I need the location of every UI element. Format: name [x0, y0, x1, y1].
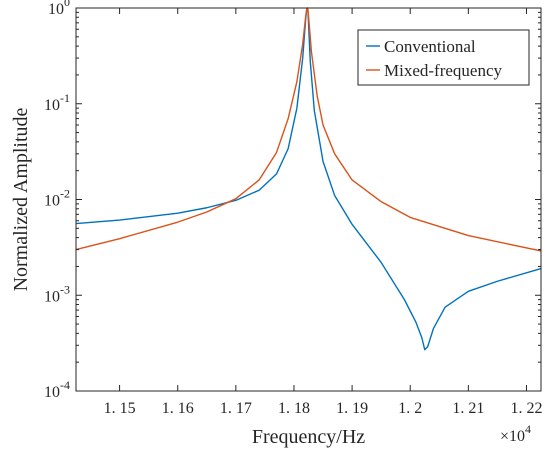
- legend-box: [357, 29, 530, 86]
- legend-label-conventional: Conventional: [384, 37, 476, 56]
- x-tick-label: 1. 17: [220, 400, 252, 417]
- x-tick-label: 1. 16: [162, 400, 194, 417]
- y-axis-title: Normalized Amplitude: [10, 107, 32, 291]
- y-tick-label: 10-1: [44, 91, 70, 114]
- x-tick-label: 1. 2: [398, 400, 422, 417]
- x-axis-ticks: 1. 15 1. 16 1. 17 1. 18 1. 19 1. 2 1. 21 1. 22: [104, 8, 542, 417]
- x-tick-label: 1. 19: [336, 400, 368, 417]
- x-axis-title: Frequency/Hz: [252, 426, 365, 448]
- y-axis-ticks: 10-4 10-3 10-2 10-1 100: [44, 0, 541, 401]
- series-line-conventional: [75, 7, 542, 351]
- x-axis-multiplier: ×104: [500, 422, 531, 445]
- x-multiplier-exponent: 4: [525, 422, 531, 436]
- y-tick-label: 10-4: [44, 378, 70, 401]
- y-tick-label: 10-2: [44, 187, 70, 210]
- x-tick-label: 1. 22: [510, 400, 542, 417]
- x-tick-label: 1. 21: [452, 400, 484, 417]
- legend-label-mixed-frequency: Mixed-frequency: [384, 61, 503, 80]
- y-tick-label: 100: [48, 0, 70, 18]
- x-tick-label: 1. 15: [104, 400, 136, 417]
- y-tick-label: 10-3: [44, 282, 70, 305]
- x-multiplier-base: ×10: [500, 428, 525, 445]
- x-tick-label: 1. 18: [278, 400, 310, 417]
- legend: Conventional Mixed-frequency: [357, 29, 530, 86]
